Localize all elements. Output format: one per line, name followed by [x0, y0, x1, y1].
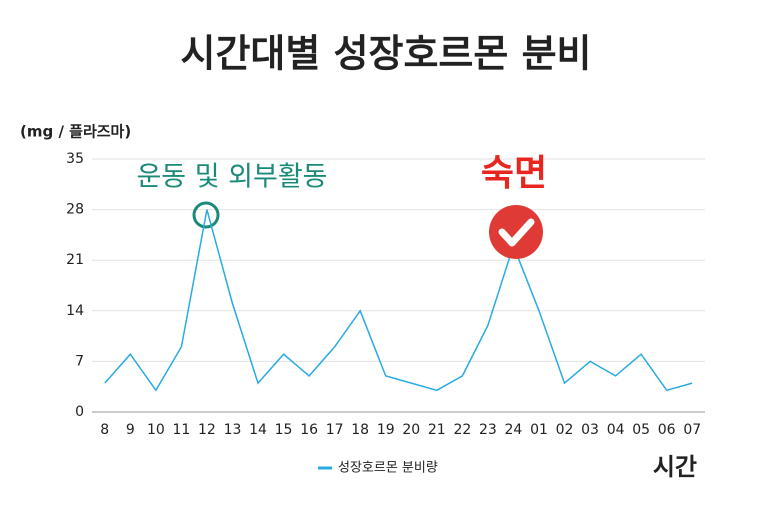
x-tick-label: 01	[530, 422, 548, 438]
y-tick-label: 7	[75, 353, 84, 369]
x-tick-label: 24	[505, 422, 523, 438]
x-tick-label: 11	[172, 422, 190, 438]
legend-label: 성장호르몬 분비량	[338, 461, 438, 476]
x-tick-label: 9	[126, 422, 135, 438]
x-tick-label: 06	[658, 422, 676, 438]
x-tick-label: 23	[479, 422, 497, 438]
annotation: 숙면	[481, 153, 547, 194]
chart-title: 시간대별 성장호르몬 분비	[180, 32, 591, 76]
x-tick-label: 16	[300, 422, 318, 438]
x-tick-label: 21	[428, 422, 446, 438]
x-tick-label: 19	[377, 422, 395, 438]
y-tick-label: 14	[66, 303, 84, 319]
y-tick-label: 35	[66, 151, 84, 167]
x-tick-label: 07	[683, 422, 701, 438]
x-tick-label: 04	[607, 422, 625, 438]
x-tick-label: 05	[632, 422, 650, 438]
x-tick-label: 14	[249, 422, 267, 438]
x-tick-label: 15	[275, 422, 293, 438]
y-axis-label: (mg / 플라즈마)	[20, 123, 131, 141]
x-tick-label: 20	[402, 422, 420, 438]
y-tick-label: 0	[75, 404, 84, 420]
x-tick-label: 02	[556, 422, 574, 438]
line-series	[104, 209, 693, 392]
y-tick-label: 21	[66, 252, 84, 268]
annotation-circle	[192, 201, 220, 229]
x-tick-label: 22	[453, 422, 471, 438]
x-axis-label: 시간	[653, 453, 697, 481]
x-tick-label: 10	[147, 422, 165, 438]
x-tick-label: 17	[326, 422, 344, 438]
x-tick-label: 12	[198, 422, 216, 438]
annotation: 운동 및 외부활동	[136, 162, 327, 193]
y-tick-label: 28	[66, 202, 84, 218]
x-tick-label: 18	[351, 422, 369, 438]
check-icon	[489, 205, 543, 259]
x-tick-label: 03	[581, 422, 599, 438]
x-tick-label: 8	[100, 422, 109, 438]
x-tick-label: 13	[224, 422, 242, 438]
